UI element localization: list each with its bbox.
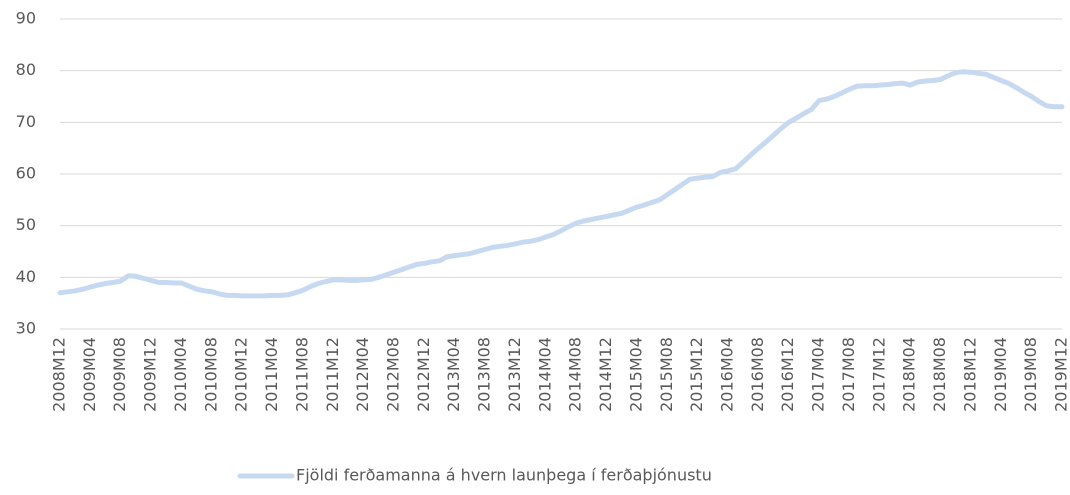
y-tick-label: 90 (16, 9, 36, 28)
x-tick-label: 2013M04 (444, 337, 463, 412)
x-tick-label: 2018M12 (960, 337, 979, 412)
x-tick-label: 2016M04 (718, 337, 737, 412)
x-tick-label: 2009M12 (141, 337, 160, 412)
x-tick-label: 2011M12 (323, 337, 342, 412)
y-tick-label: 70 (16, 112, 36, 131)
x-tick-label: 2013M08 (475, 337, 494, 412)
x-tick-label: 2016M08 (748, 337, 767, 412)
y-tick-label: 50 (16, 215, 36, 234)
x-tick-label: 2016M12 (778, 337, 797, 412)
x-tick-label: 2019M04 (991, 337, 1010, 412)
x-tick-label: 2012M08 (384, 337, 403, 412)
x-tick-label: 2010M08 (201, 337, 220, 412)
line-series (60, 72, 1062, 296)
y-tick-label: 80 (16, 60, 36, 79)
x-tick-label: 2015M04 (626, 337, 645, 412)
x-tick-label: 2012M12 (414, 337, 433, 412)
y-tick-label: 60 (16, 164, 36, 183)
x-tick-label: 2011M04 (262, 337, 281, 412)
y-tick-label: 40 (16, 267, 36, 286)
x-tick-label: 2018M04 (900, 337, 919, 412)
legend-label: Fjöldi ferðamanna á hvern launþega í fer… (296, 466, 712, 485)
x-tick-label: 2019M08 (1021, 337, 1040, 412)
x-tick-label: 2014M12 (596, 337, 615, 412)
x-tick-label: 2012M04 (353, 337, 372, 412)
x-tick-label: 2019M12 (1052, 337, 1070, 412)
x-tick-label: 2015M08 (657, 337, 676, 412)
x-tick-label: 2008M12 (50, 337, 69, 412)
x-tick-label: 2017M12 (869, 337, 888, 412)
x-tick-label: 2010M12 (232, 337, 251, 412)
x-tick-label: 2018M08 (930, 337, 949, 412)
x-tick-label: 2014M04 (535, 337, 554, 412)
x-tick-label: 2017M04 (809, 337, 828, 412)
x-tick-label: 2010M04 (171, 337, 190, 412)
x-tick-label: 2013M12 (505, 337, 524, 412)
y-tick-label: 30 (16, 319, 36, 338)
x-tick-label: 2014M08 (566, 337, 585, 412)
x-tick-label: 2015M12 (687, 337, 706, 412)
x-tick-label: 2011M08 (292, 337, 311, 412)
x-tick-label: 2009M04 (80, 337, 99, 412)
x-tick-label: 2017M08 (839, 337, 858, 412)
x-tick-label: 2009M08 (110, 337, 129, 412)
